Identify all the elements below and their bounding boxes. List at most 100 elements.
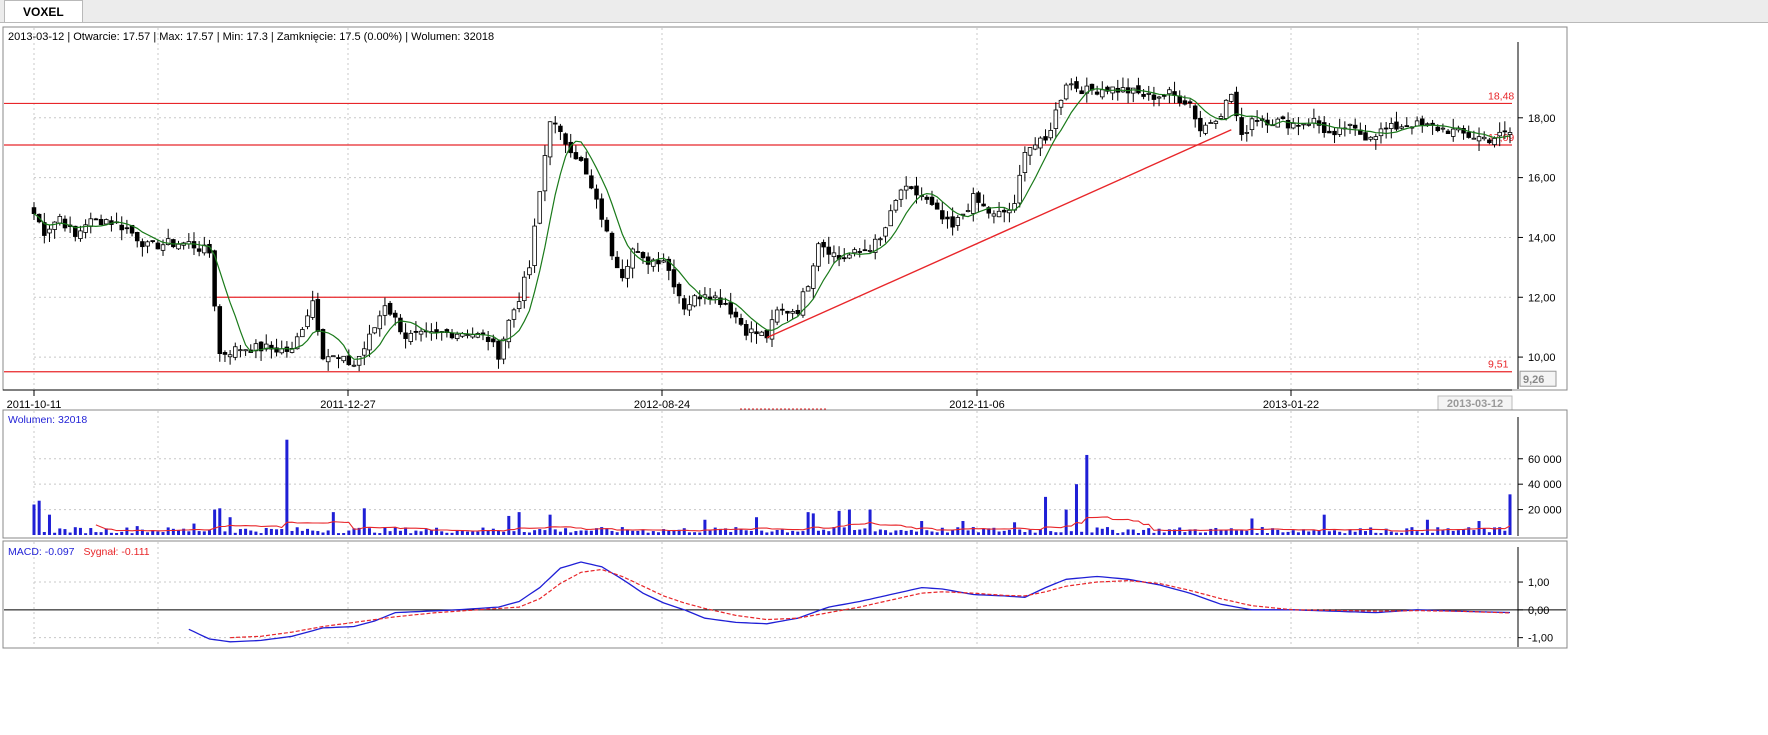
candle-body <box>217 306 223 355</box>
volume-bar <box>409 533 413 535</box>
volume-tick-label: 40 000 <box>1528 479 1562 491</box>
volume-bar <box>1410 527 1414 535</box>
volume-bar <box>904 530 908 535</box>
candle-body <box>1285 119 1291 129</box>
volume-bar <box>749 530 753 535</box>
volume-bar <box>1219 529 1223 535</box>
candle-body <box>609 232 615 257</box>
candle-body <box>522 276 527 302</box>
volume-bar <box>1080 531 1084 535</box>
candle-body <box>403 332 408 339</box>
volume-bar <box>228 517 232 535</box>
volume-bar <box>992 527 996 535</box>
macd-title-value: MACD: -0.097 <box>8 546 75 558</box>
candle-body <box>1337 127 1342 135</box>
candle-body <box>1151 94 1157 100</box>
candle-body <box>1249 118 1255 131</box>
volume-bar <box>1162 532 1166 535</box>
volume-bar <box>1312 530 1316 535</box>
candle-body <box>315 299 321 332</box>
candle-body <box>1481 136 1487 140</box>
volume-bar <box>548 514 552 535</box>
last-price-label: 9,26 <box>1523 374 1544 386</box>
volume-bar <box>1343 533 1347 535</box>
volume-bar <box>63 529 67 535</box>
candle-body <box>903 185 909 191</box>
candle-body <box>1507 132 1513 135</box>
volume-bar <box>156 531 160 535</box>
candle-body <box>1001 209 1007 213</box>
volume-bar <box>853 530 857 535</box>
volume-bar <box>662 529 666 535</box>
candle-body <box>1425 123 1430 126</box>
trendline[interactable] <box>766 129 1232 339</box>
volume-bar <box>816 530 820 535</box>
candle-body <box>1327 130 1332 134</box>
volume-bar <box>966 530 970 535</box>
volume-bar <box>693 532 697 535</box>
volume-bar <box>1245 530 1249 535</box>
candle-body <box>1466 132 1471 138</box>
candle-body <box>682 298 687 310</box>
volume-bar <box>734 527 738 535</box>
candle-body <box>1492 137 1497 146</box>
volume-bar <box>1389 531 1393 535</box>
candle-body <box>31 207 37 215</box>
candle-body <box>57 216 63 224</box>
candle-body <box>671 269 677 288</box>
symbol-tab[interactable]: VOXEL <box>4 0 83 22</box>
price-tick-label: 16,00 <box>1528 173 1556 185</box>
volume-bar <box>285 439 289 535</box>
horizontal-level-label: 9,51 <box>1488 359 1509 371</box>
candle-body <box>155 242 161 250</box>
volume-bar <box>466 531 470 535</box>
candle-body <box>160 244 166 251</box>
volume-bar <box>140 529 144 535</box>
macd-tick-label: 0,00 <box>1528 605 1549 617</box>
volume-bar <box>858 529 862 535</box>
volume-bar <box>182 528 186 535</box>
candle-body <box>1136 85 1141 94</box>
volume-bar <box>1116 533 1120 535</box>
candle-body <box>816 243 821 267</box>
candle-body <box>558 125 563 133</box>
volume-bar <box>1074 484 1078 535</box>
volume-bar <box>94 532 98 535</box>
volume-bar <box>1178 527 1182 535</box>
volume-bar <box>935 532 939 535</box>
candle-body <box>542 155 548 192</box>
volume-bar <box>1188 529 1192 535</box>
candle-body <box>83 224 88 233</box>
candle-body <box>898 189 904 200</box>
volume-bar <box>982 528 986 535</box>
candle-body <box>258 341 264 352</box>
volume-bar <box>724 528 728 535</box>
volume-bar <box>404 527 408 535</box>
candle-body <box>1471 137 1477 140</box>
volume-bar <box>486 530 490 535</box>
candle-body <box>93 218 99 221</box>
moving-average-line <box>33 88 1511 360</box>
volume-bar <box>579 530 583 535</box>
volume-bar <box>295 527 299 535</box>
volume-bar <box>1415 531 1419 535</box>
volume-bar <box>971 527 975 535</box>
candle-body <box>635 251 641 253</box>
candle-body <box>202 244 207 254</box>
volume-bar <box>440 531 444 535</box>
candle-body <box>552 122 558 125</box>
candle-body <box>940 210 945 220</box>
volume-bar <box>1018 529 1022 535</box>
candle-body <box>1213 120 1219 124</box>
candle-body <box>367 333 372 351</box>
date-tick-label: 2012-08-24 <box>634 399 690 411</box>
volume-bar <box>1286 531 1290 535</box>
volume-bar <box>1152 532 1156 535</box>
macd-signal-value: Sygnał: -0.111 <box>83 546 149 558</box>
volume-bar <box>249 530 253 535</box>
volume-bar <box>1002 530 1006 535</box>
volume-axis: 20 000 40 000 60 000 <box>1517 417 1562 536</box>
volume-bar <box>264 528 268 535</box>
price-axis: 10,00 12,00 14,00 16,00 18,00 9,26 <box>1517 42 1557 389</box>
volume-bar <box>951 529 955 535</box>
